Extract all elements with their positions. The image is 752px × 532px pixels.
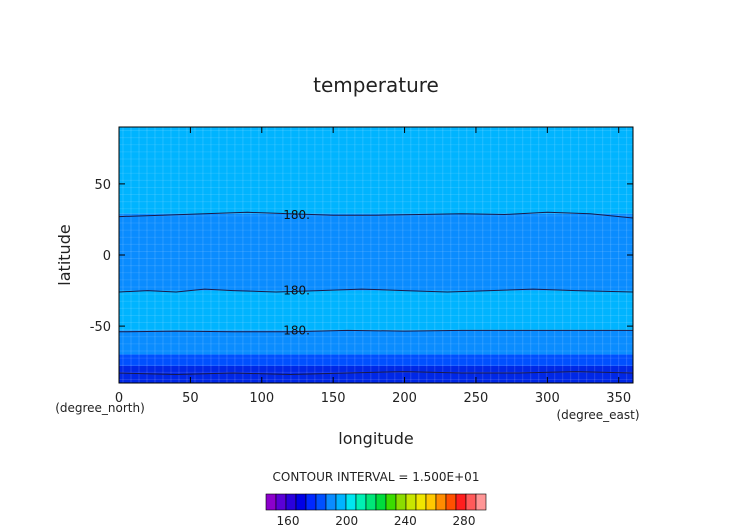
contour-label: 180. [283, 208, 310, 222]
colorbar-swatch [445, 493, 457, 511]
contour-line-south [118, 329, 633, 333]
colorbar-swatch [455, 493, 467, 511]
colorbar-tick-label: 240 [394, 514, 417, 528]
colorbar-swatch [325, 493, 337, 511]
colorbar-ticks: 160 200 240 280 [277, 514, 476, 528]
colorbar-swatch [275, 493, 287, 511]
colorbar-swatch [465, 493, 477, 511]
contour-lines [118, 211, 634, 376]
temperature-band [119, 354, 633, 366]
y-axis-label: latitude [55, 224, 74, 285]
contour-label: 180. [283, 284, 310, 298]
colorbar-swatch [475, 493, 487, 511]
y-unit-label: (degree_north) [55, 401, 145, 415]
temperature-band [119, 213, 633, 291]
x-tick-label: 100 [249, 391, 274, 406]
colorbar-swatch [385, 493, 397, 511]
colorbar-tick-label: 200 [335, 514, 358, 528]
x-tick-label: 50 [182, 391, 199, 406]
chart-title: temperature [313, 73, 439, 97]
colorbar-swatch [305, 493, 317, 511]
y-tick-label: -50 [90, 320, 111, 335]
colorbar-swatch [405, 493, 417, 511]
contour-interval-text: CONTOUR INTERVAL = 1.500E+01 [273, 470, 480, 484]
colorbar-swatch [295, 493, 307, 511]
x-unit-label: (degree_east) [556, 408, 639, 422]
x-tick-label: 200 [392, 391, 417, 406]
temperature-band [119, 127, 633, 214]
x-tick-label: 250 [464, 391, 489, 406]
contour-line-polar [118, 371, 634, 376]
x-axis-label: longitude [338, 429, 413, 448]
temperature-band [119, 365, 633, 383]
colorbar-swatch [365, 493, 377, 511]
x-axis-ticks: 0 50 100 150 200 250 300 350 [115, 127, 631, 406]
colorbar-swatch [315, 493, 327, 511]
plot-area: 180. 180. 180. [118, 126, 634, 384]
y-tick-label: 50 [94, 178, 111, 193]
colorbar [265, 493, 487, 511]
colorbar-swatch [395, 493, 407, 511]
grid-lines [119, 127, 633, 383]
colorbar-swatch [425, 493, 437, 511]
colorbar-tick-label: 160 [277, 514, 300, 528]
x-tick-label: 0 [115, 391, 123, 406]
colorbar-swatch [285, 493, 297, 511]
contour-label: 180. [283, 323, 310, 337]
temperature-bands [119, 127, 633, 383]
x-tick-label: 150 [321, 391, 346, 406]
colorbar-tick-label: 280 [453, 514, 476, 528]
colorbar-swatch [435, 493, 447, 511]
colorbar-swatch [335, 493, 347, 511]
colorbar-swatch [265, 493, 277, 511]
temperature-band [119, 290, 633, 331]
x-tick-label: 300 [535, 391, 560, 406]
x-tick-label: 350 [606, 391, 631, 406]
y-axis-ticks: -50 0 50 [90, 178, 633, 335]
colorbar-swatch [415, 493, 427, 511]
contour-line-north [118, 211, 634, 219]
colorbar-swatch [345, 493, 357, 511]
temperature-band [119, 330, 633, 355]
contour-labels: 180. 180. 180. [283, 208, 310, 337]
colorbar-swatch [375, 493, 387, 511]
y-tick-label: 0 [103, 249, 111, 264]
colorbar-swatch [355, 493, 367, 511]
contour-line-mid [118, 288, 634, 293]
